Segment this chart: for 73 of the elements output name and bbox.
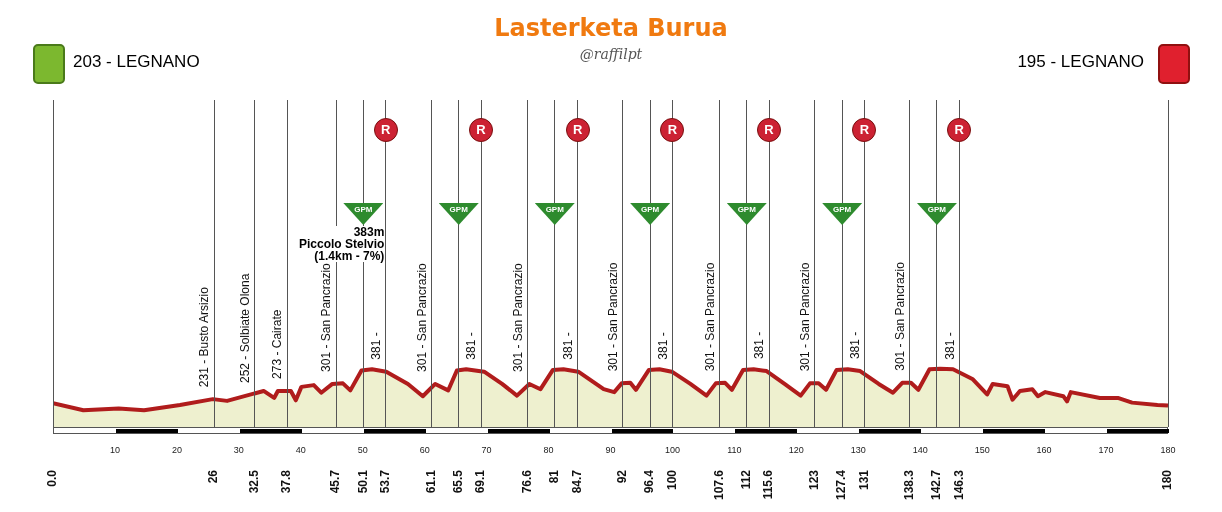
x2-tick-label: 170 bbox=[1098, 445, 1114, 456]
annotation: 301 - San Pancrazio bbox=[414, 262, 429, 372]
x-tick-label: 100 bbox=[664, 469, 679, 490]
annotation: 301 - San Pancrazio bbox=[319, 262, 334, 372]
x-tick-label: 45.7 bbox=[328, 469, 343, 494]
x-tick-label: 115.6 bbox=[761, 469, 776, 500]
x2-tick-label: 70 bbox=[481, 445, 492, 456]
x-tick-label: 37.8 bbox=[279, 469, 294, 494]
x2-tick-label: 150 bbox=[974, 445, 990, 456]
x2-tick-label: 180 bbox=[1160, 445, 1176, 456]
circle-badge-icon: R bbox=[469, 118, 494, 142]
x-tick-label: 123 bbox=[807, 469, 822, 490]
x-tick-label: 0.0 bbox=[45, 469, 60, 487]
chart-subtitle: @raffilpt bbox=[579, 46, 643, 62]
x-tick-label: 127.4 bbox=[834, 469, 849, 500]
annotation: 301 - San Pancrazio bbox=[798, 262, 813, 372]
x2-tick-label: 140 bbox=[912, 445, 928, 456]
annotation: 273 - Cairate bbox=[270, 309, 285, 379]
x-tick-label: 81 bbox=[547, 469, 562, 484]
annotation: 301 - San Pancrazio bbox=[893, 261, 907, 371]
x-tick-label: 32.5 bbox=[246, 469, 261, 494]
x2-tick-label: 80 bbox=[543, 445, 554, 456]
circle-badge-icon: R bbox=[947, 118, 972, 142]
annotation: 301 - San Pancrazio bbox=[606, 262, 621, 372]
x2-tick-label: 100 bbox=[664, 445, 680, 456]
x2-tick-label: 130 bbox=[850, 445, 866, 456]
x2-tick-label: 110 bbox=[727, 445, 742, 456]
x-tick-label: 142.7 bbox=[929, 469, 944, 500]
x2-tick-label: 50 bbox=[357, 445, 368, 456]
chart-title: Lasterketa Burua bbox=[493, 14, 729, 42]
circle-badge-icon: R bbox=[565, 118, 590, 142]
annotation: 381 - bbox=[464, 332, 479, 360]
x-tick-label: 26 bbox=[206, 469, 221, 484]
text: 383m Piccolo Stelvio (1.4km - 7%) bbox=[297, 225, 386, 263]
circle-badge-icon: R bbox=[852, 118, 877, 142]
x2-tick-label: 160 bbox=[1036, 445, 1052, 456]
x-tick-label: 84.7 bbox=[569, 469, 584, 494]
x-tick-label: 65.5 bbox=[451, 469, 466, 494]
circle-badge-icon: R bbox=[373, 118, 398, 142]
x2-tick-label: 90 bbox=[605, 445, 616, 456]
x-tick-label: 76.6 bbox=[519, 469, 534, 494]
x-tick-label: 112 bbox=[739, 469, 754, 490]
x-tick-label: 138.3 bbox=[902, 469, 916, 500]
x2-tick-label: 120 bbox=[788, 445, 804, 456]
x-tick-label: 92 bbox=[615, 469, 630, 484]
x-tick-label: 107.6 bbox=[711, 469, 726, 500]
x-tick-label: 69.1 bbox=[473, 469, 488, 494]
annotation: 381 - bbox=[368, 332, 383, 360]
x-tick-label: 180 bbox=[1160, 469, 1175, 490]
x-tick-label: 61.1 bbox=[423, 469, 438, 494]
x2-tick-label: 20 bbox=[171, 445, 182, 456]
x-tick-label: 146.3 bbox=[951, 469, 966, 500]
annotation: 381 - bbox=[752, 331, 767, 360]
annotation: 301 - San Pancrazio bbox=[702, 262, 717, 372]
circle-badge-icon: R bbox=[757, 118, 782, 142]
x2-tick-label: 40 bbox=[295, 445, 306, 456]
annotation: 381 - bbox=[655, 332, 670, 360]
circle-badge-icon: R bbox=[660, 118, 685, 142]
x-tick-label: 50.1 bbox=[355, 469, 370, 494]
annotation: 231 - Busto Arsizio bbox=[197, 286, 212, 388]
annotation: 301 - San Pancrazio bbox=[510, 262, 525, 372]
x2-tick-label: 60 bbox=[419, 445, 430, 456]
x-tick-label: 131 bbox=[856, 469, 871, 490]
annotation: 381 - bbox=[942, 332, 957, 360]
text: 203 - LEGNANO bbox=[73, 52, 200, 72]
text: 195 - LEGNANO bbox=[1017, 52, 1144, 72]
x2-tick-label: 30 bbox=[233, 445, 244, 456]
annotation: 381 - bbox=[847, 331, 862, 360]
x-tick-label: 96.4 bbox=[642, 469, 657, 494]
annotation: 252 - Solbiate Olona bbox=[237, 273, 252, 384]
x-tick-label: 53.7 bbox=[377, 469, 392, 494]
x2-tick-label: 10 bbox=[109, 445, 120, 456]
annotation: 381 - bbox=[560, 332, 575, 360]
